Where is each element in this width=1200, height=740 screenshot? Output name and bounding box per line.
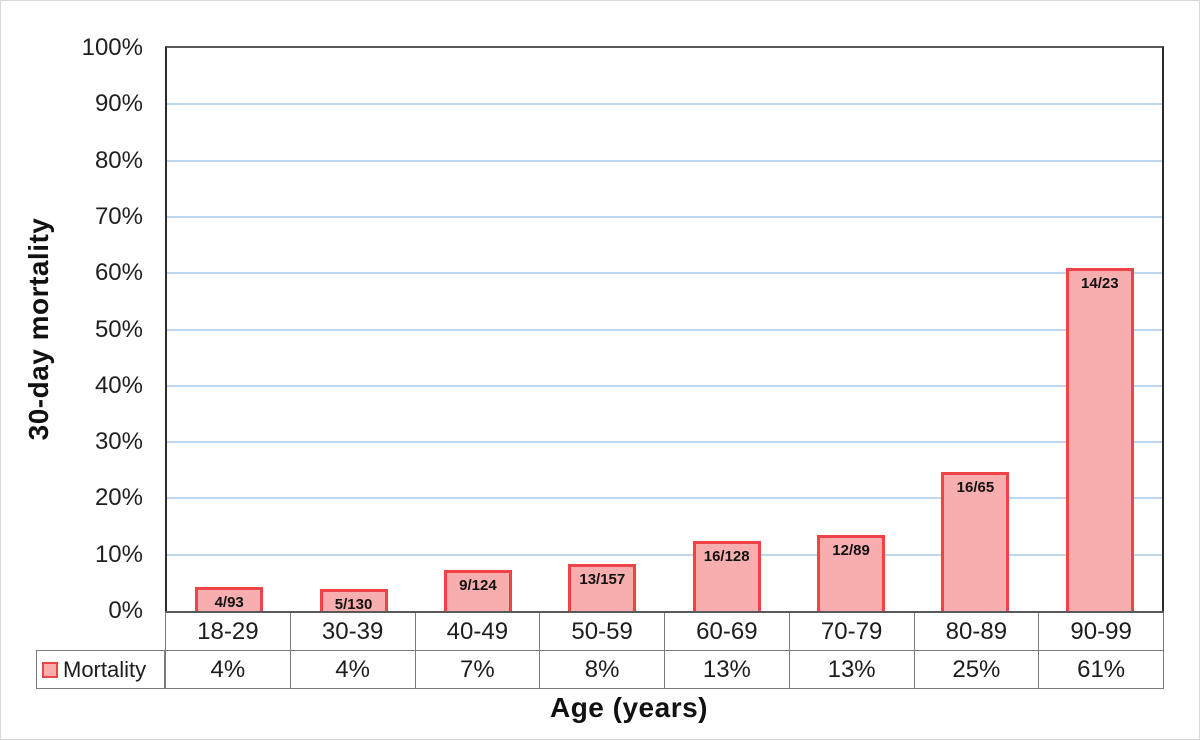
y-tick-label: 10%	[94, 540, 143, 568]
bar-data-label: 14/23	[1081, 275, 1119, 292]
bar-data-label: 9/124	[459, 577, 497, 594]
bar-70-79: 12/89	[817, 535, 886, 611]
y-tick-label: 90%	[94, 90, 143, 118]
y-tick-label: 60%	[94, 259, 143, 287]
y-tick-label: 20%	[94, 484, 143, 512]
bar-data-label: 16/128	[703, 548, 750, 565]
gridline	[167, 441, 1162, 444]
y-tick-label: 70%	[94, 202, 143, 230]
bar-18-29: 4/93	[195, 587, 264, 611]
legend-label: Mortality	[63, 656, 147, 682]
bar-data-label: 4/93	[214, 594, 244, 611]
gridline	[167, 328, 1162, 331]
y-tick-label: 80%	[94, 146, 143, 174]
legend-swatch-icon	[42, 661, 58, 678]
category-cell: 60-69	[665, 613, 790, 650]
category-cell: 90-99	[1070, 617, 1132, 645]
value-cell: 7%	[416, 651, 541, 688]
value-cell: 13%	[790, 651, 915, 688]
bar-40-49: 9/124	[443, 570, 512, 611]
value-row: 4% 4% 7% 8% 13% 13% 25% 61%	[165, 650, 1164, 689]
category-cell: 80-89	[915, 613, 1040, 650]
bar-data-label: 5/130	[334, 596, 373, 613]
gridline	[167, 497, 1162, 500]
value-cell: 4%	[291, 651, 416, 688]
gridline	[167, 272, 1162, 275]
value-cell: 61%	[1077, 655, 1126, 683]
bar-data-label: 13/157	[579, 571, 626, 588]
gridline	[167, 215, 1162, 218]
value-cell: 8%	[540, 651, 665, 688]
bar-50-59: 13/157	[568, 564, 637, 611]
y-tick-label: 100%	[81, 34, 143, 61]
bar-30-39: 5/130	[319, 589, 388, 613]
category-row: 18-29 30-39 40-49 50-59 60-69 70-79 80-89 90-99	[165, 611, 1164, 650]
value-cell: 25%	[915, 651, 1040, 688]
legend-cell: Mortality	[36, 650, 165, 689]
bar-data-label: 12/89	[832, 542, 870, 559]
y-tick-label: 0%	[108, 597, 143, 624]
category-cell: 50-59	[540, 613, 665, 650]
value-cell: 13%	[665, 651, 790, 688]
x-axis-title: Age (years)	[549, 692, 708, 723]
y-tick-label: 30%	[94, 428, 143, 456]
category-cell: 18-29	[166, 613, 291, 650]
gridline	[167, 384, 1162, 387]
value-cell: 4%	[166, 651, 291, 688]
gridline	[167, 553, 1162, 556]
y-axis-title: 30-day mortality	[23, 217, 54, 441]
category-cell: 40-49	[416, 613, 541, 650]
y-tick-label: 50%	[94, 315, 143, 343]
category-cell: 70-79	[790, 613, 915, 650]
bar-60-69: 16/128	[692, 541, 761, 611]
category-cell: 30-39	[291, 613, 416, 650]
bar-80-89: 16/65	[941, 472, 1010, 611]
gridline	[167, 103, 1162, 106]
bar-90-99: 14/23	[1065, 268, 1134, 611]
bar-data-label: 16/65	[956, 479, 995, 496]
y-tick-label: 40%	[94, 371, 143, 399]
plot-area: 4/93 5/130 9/124 13/157 16/128 12/89 16/65 14/2…	[165, 46, 1164, 613]
gridline	[167, 159, 1162, 162]
